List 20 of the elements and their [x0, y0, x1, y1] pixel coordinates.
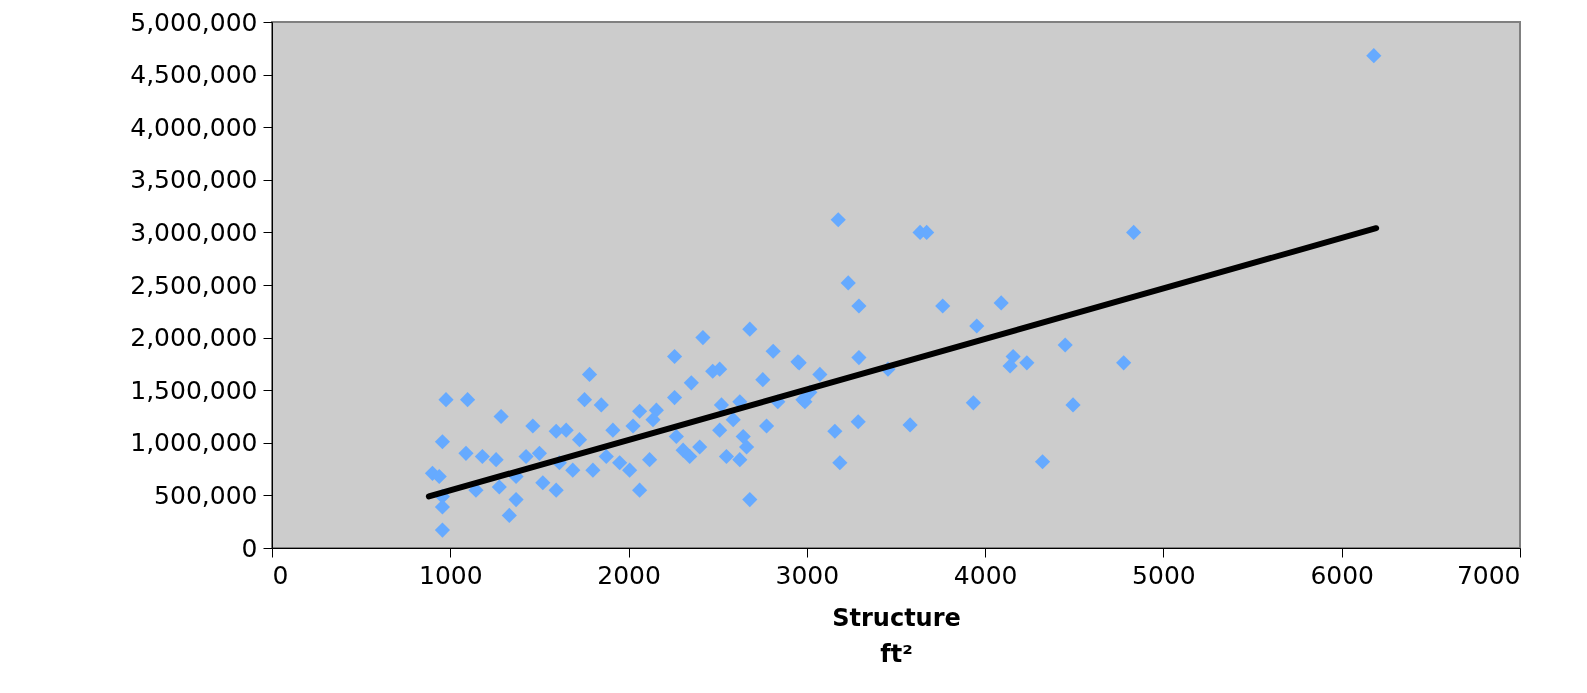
- x-tick-label: 7000: [1456, 560, 1521, 590]
- x-tick-label: 2000: [597, 560, 661, 590]
- x-tick-label: 0: [272, 560, 289, 590]
- x-tick-label: 1000: [418, 560, 483, 590]
- x-axis-title: Structure ft²: [832, 603, 961, 668]
- x-tick-label: 3000: [775, 560, 840, 590]
- y-tick-label: 3,500,000: [130, 165, 258, 195]
- x-tick-label: 6000: [1310, 560, 1375, 590]
- y-tick-label: 5,000,000: [130, 7, 258, 37]
- y-tick-label: 3,000,000: [130, 217, 258, 247]
- x-tick-label: 5000: [1132, 560, 1196, 590]
- y-tick-label: 4,000,000: [130, 112, 258, 142]
- y-tick-label: 2,000,000: [130, 323, 258, 353]
- y-tick-label: 500,000: [154, 480, 258, 510]
- y-tick-label: 0: [241, 533, 258, 563]
- y-tick-label: 1,500,000: [130, 375, 258, 405]
- y-tick-label: 1,000,000: [130, 428, 258, 458]
- y-tick-label: 4,500,000: [130, 60, 258, 90]
- x-tick-label: 4000: [953, 560, 1018, 590]
- y-tick-label: 2,500,000: [130, 270, 258, 300]
